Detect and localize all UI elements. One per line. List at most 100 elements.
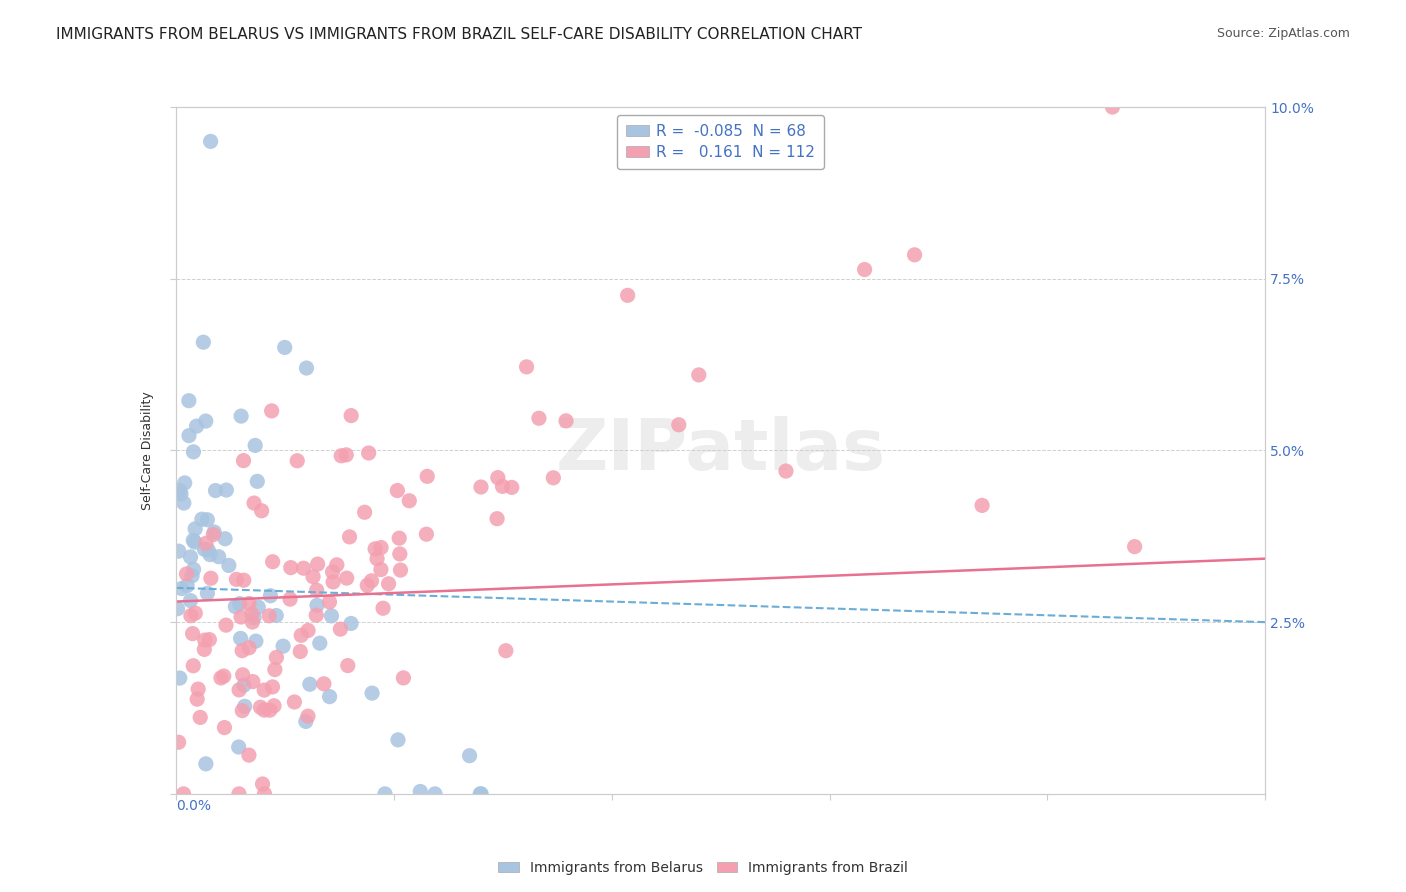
Point	[202, 524, 225, 539]
Point	[173, 475, 195, 490]
Point	[253, 787, 276, 801]
Point	[232, 453, 254, 467]
Text: ZIPatlas: ZIPatlas	[555, 416, 886, 485]
Point	[318, 690, 340, 704]
Point	[353, 505, 375, 519]
Point	[188, 710, 211, 724]
Point	[197, 586, 219, 600]
Point	[339, 530, 361, 544]
Point	[180, 608, 202, 623]
Point	[668, 417, 690, 432]
Point	[970, 499, 993, 513]
Legend: Immigrants from Belarus, Immigrants from Brazil: Immigrants from Belarus, Immigrants from…	[492, 855, 914, 880]
Point	[228, 739, 250, 754]
Point	[290, 644, 312, 658]
Point	[543, 471, 565, 485]
Point	[176, 566, 198, 581]
Point	[321, 608, 343, 623]
Point	[200, 134, 222, 148]
Point	[295, 361, 318, 376]
Text: IMMIGRANTS FROM BELARUS VS IMMIGRANTS FROM BRAZIL SELF-CARE DISABILITY CORRELATI: IMMIGRANTS FROM BELARUS VS IMMIGRANTS FR…	[56, 27, 862, 42]
Point	[361, 686, 384, 700]
Point	[318, 595, 340, 609]
Point	[295, 714, 318, 729]
Point	[232, 667, 254, 681]
Point	[527, 411, 550, 425]
Point	[184, 522, 207, 536]
Point	[194, 756, 217, 771]
Point	[307, 557, 329, 571]
Point	[398, 493, 420, 508]
Point	[233, 678, 256, 692]
Point	[243, 611, 266, 625]
Point	[247, 600, 270, 615]
Point	[262, 680, 284, 694]
Point	[245, 634, 267, 648]
Point	[388, 547, 411, 561]
Point	[229, 632, 252, 646]
Point	[357, 446, 380, 460]
Point	[360, 574, 382, 588]
Point	[458, 748, 481, 763]
Point	[212, 669, 235, 683]
Point	[183, 562, 205, 576]
Point	[176, 579, 198, 593]
Point	[228, 787, 250, 801]
Point	[214, 532, 236, 546]
Point	[387, 483, 409, 498]
Point	[495, 644, 517, 658]
Point	[297, 709, 319, 723]
Point	[388, 531, 411, 545]
Point	[340, 409, 363, 423]
Point	[209, 671, 232, 685]
Point	[232, 573, 254, 587]
Point	[169, 483, 191, 498]
Point	[356, 578, 378, 592]
Point	[198, 632, 221, 647]
Point	[470, 480, 492, 494]
Point	[262, 555, 284, 569]
Point	[290, 628, 312, 642]
Point	[616, 288, 638, 302]
Point	[173, 787, 195, 801]
Point	[486, 511, 509, 525]
Point	[252, 777, 274, 791]
Point	[415, 527, 437, 541]
Point	[263, 698, 285, 713]
Point	[186, 419, 208, 434]
Point	[1101, 100, 1123, 114]
Point	[1123, 540, 1146, 554]
Point	[228, 682, 250, 697]
Point	[305, 583, 328, 598]
Point	[409, 784, 432, 798]
Point	[516, 359, 538, 374]
Point	[416, 469, 439, 483]
Point	[238, 748, 260, 763]
Point	[308, 636, 330, 650]
Point	[259, 703, 281, 717]
Point	[330, 449, 353, 463]
Point	[555, 414, 578, 428]
Point	[264, 663, 287, 677]
Point	[231, 704, 253, 718]
Point	[688, 368, 710, 382]
Point	[184, 606, 207, 620]
Point	[167, 735, 190, 749]
Point	[903, 248, 925, 262]
Point	[322, 565, 344, 579]
Point	[183, 445, 205, 459]
Point	[250, 504, 273, 518]
Point	[336, 658, 359, 673]
Point	[180, 549, 202, 564]
Point	[298, 677, 321, 691]
Point	[202, 527, 225, 541]
Point	[177, 393, 200, 408]
Point	[243, 438, 266, 452]
Point	[486, 470, 509, 484]
Point	[326, 558, 349, 572]
Point	[208, 549, 231, 564]
Point	[305, 608, 328, 623]
Text: 0.0%: 0.0%	[176, 798, 211, 813]
Point	[204, 483, 226, 498]
Point	[312, 677, 335, 691]
